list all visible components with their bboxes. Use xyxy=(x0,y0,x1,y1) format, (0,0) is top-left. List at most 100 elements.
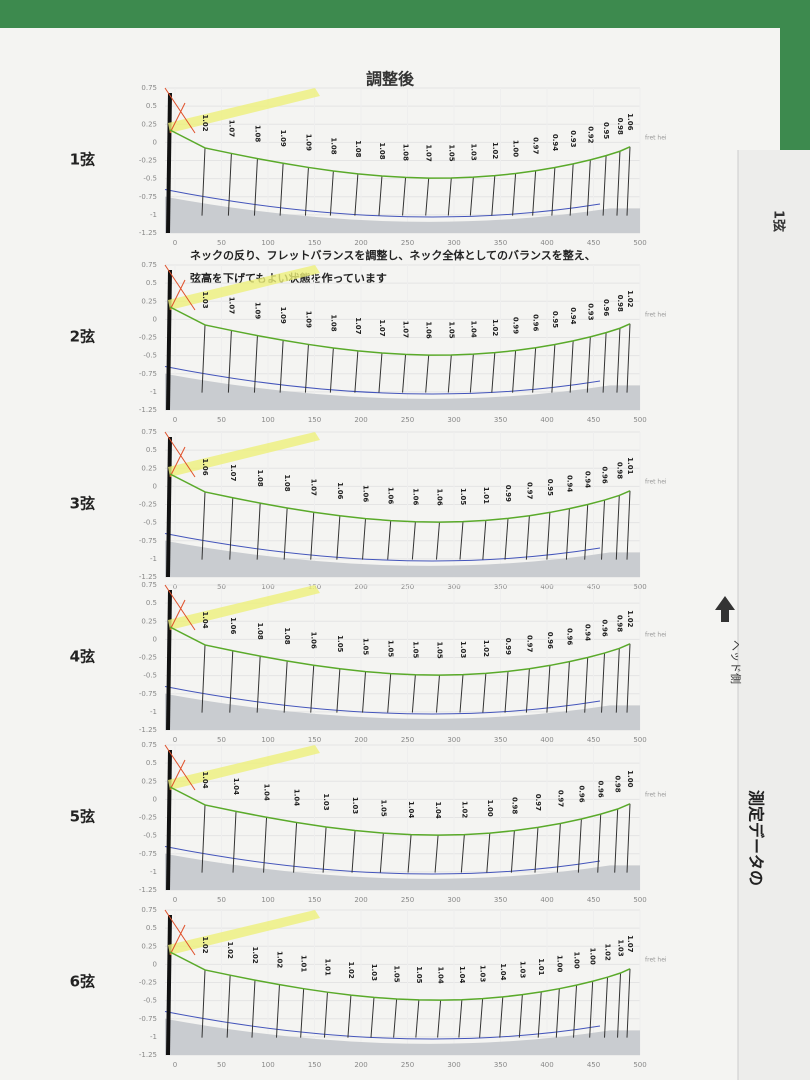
fret-line xyxy=(551,344,556,393)
x-tick-label: 400 xyxy=(540,239,553,247)
y-tick-label: -1.25 xyxy=(139,886,157,894)
fret-value: 1.03 xyxy=(201,291,209,308)
y-tick-label: -0.5 xyxy=(143,672,157,680)
y-tick-label: -0.5 xyxy=(143,519,157,527)
fret-value: 0.96 xyxy=(601,619,609,636)
fret-value: 1.06 xyxy=(336,482,344,499)
fret-line xyxy=(482,520,487,560)
fret-value: 1.01 xyxy=(626,457,634,474)
fret-line xyxy=(525,515,530,560)
fret-value: 1.04 xyxy=(263,784,271,801)
legend-label: fret hei xyxy=(645,792,667,799)
fret-value: 0.97 xyxy=(532,137,540,154)
y-tick-label: -1 xyxy=(150,868,157,876)
x-tick-label: 350 xyxy=(494,416,507,424)
fret-value: 1.03 xyxy=(370,964,378,981)
title: 調整後 xyxy=(366,70,415,89)
y-tick-label: 0.75 xyxy=(141,261,157,269)
fret-value: 1.02 xyxy=(491,319,499,336)
fret-value: 1.07 xyxy=(402,321,410,338)
string-line xyxy=(169,786,631,836)
body-shade xyxy=(165,693,640,730)
y-tick-label: 0.75 xyxy=(141,84,157,92)
highlight xyxy=(168,745,320,790)
fret-value: 0.95 xyxy=(602,122,610,139)
fret-value: 0.94 xyxy=(569,307,577,324)
fret-line xyxy=(393,998,398,1038)
blue-line xyxy=(164,189,601,218)
fret-line xyxy=(425,355,430,393)
fret-value: 1.05 xyxy=(459,488,467,505)
x-tick-label: 100 xyxy=(261,896,274,904)
fret-value: 1.02 xyxy=(604,944,612,961)
y-tick-label: -0.75 xyxy=(139,193,157,201)
head-side-label: ヘッド側 xyxy=(729,640,742,684)
fret-line xyxy=(512,350,517,393)
body-shade xyxy=(165,540,640,577)
string-label: 4弦 xyxy=(70,648,95,666)
highlight xyxy=(168,88,320,133)
y-tick-label: -0.5 xyxy=(143,832,157,840)
y-tick-label: 0.75 xyxy=(141,428,157,436)
fret-line xyxy=(256,656,261,713)
body-shade xyxy=(165,373,640,410)
fret-value: 1.05 xyxy=(415,966,423,983)
fret-line xyxy=(565,508,570,560)
x-tick-label: 500 xyxy=(633,239,646,247)
fret-value: 1.01 xyxy=(537,958,545,975)
string-panel: 1弦 0.75 0.5 0.25 0 -0.25 -0.5 -0.75 -1 -1.25 0 50 10… xyxy=(70,84,667,247)
string-line xyxy=(169,129,631,179)
fret-value: 1.03 xyxy=(322,793,330,810)
highlight xyxy=(168,910,320,955)
fret-line xyxy=(586,159,591,216)
fret-line xyxy=(602,155,607,216)
y-tick-label: 0.5 xyxy=(146,279,157,287)
highlight xyxy=(168,265,320,310)
fret-value: 1.04 xyxy=(434,802,442,819)
fret-line xyxy=(253,335,258,393)
y-tick-label: -1 xyxy=(150,708,157,716)
fret-line xyxy=(310,665,315,713)
side-label: 1弦 xyxy=(771,210,787,232)
string-line xyxy=(169,626,631,676)
fret-value: 1.08 xyxy=(283,627,291,644)
fret-value: 1.07 xyxy=(229,464,237,481)
string-angle xyxy=(164,264,196,311)
fret-line xyxy=(323,992,328,1038)
x-tick-label: 50 xyxy=(217,239,226,247)
blue-line xyxy=(164,533,601,562)
y-tick-label: 0.5 xyxy=(146,446,157,454)
fret-value: 1.02 xyxy=(226,942,234,959)
y-tick-label: 0.75 xyxy=(141,741,157,749)
string-panel: 4弦 0.75 0.5 0.25 0 -0.25 -0.5 -0.75 -1 -1.25 0 50 10… xyxy=(70,581,667,744)
fret-value: 0.96 xyxy=(546,632,554,649)
fret-line xyxy=(569,340,574,393)
y-tick-label: -0.25 xyxy=(139,814,157,822)
fret-value: 1.06 xyxy=(411,488,419,505)
fret-line xyxy=(551,167,556,216)
y-tick-label: 0.25 xyxy=(141,464,157,472)
fret-value: 1.05 xyxy=(336,635,344,652)
fret-line xyxy=(354,350,359,393)
fret-line xyxy=(434,835,439,873)
x-tick-label: 200 xyxy=(354,1061,367,1069)
fret-line xyxy=(275,984,280,1038)
fret-value: 0.96 xyxy=(565,628,573,645)
y-tick-label: 0 xyxy=(153,482,157,490)
fret-line xyxy=(626,643,631,713)
nut xyxy=(166,92,172,234)
fret-value: 1.03 xyxy=(617,939,625,956)
fret-value: 1.05 xyxy=(387,640,395,657)
x-tick-label: 200 xyxy=(354,416,367,424)
x-tick-label: 200 xyxy=(354,239,367,247)
y-tick-label: 0.75 xyxy=(141,906,157,914)
fret-value: 1.08 xyxy=(283,474,291,491)
fret-line xyxy=(447,177,452,216)
y-tick-label: 0 xyxy=(153,960,157,968)
x-tick-label: 450 xyxy=(587,896,600,904)
fret-line xyxy=(510,830,515,873)
legend-label: fret hei xyxy=(645,135,667,142)
x-tick-label: 150 xyxy=(308,416,321,424)
y-tick-label: -0.75 xyxy=(139,1015,157,1023)
